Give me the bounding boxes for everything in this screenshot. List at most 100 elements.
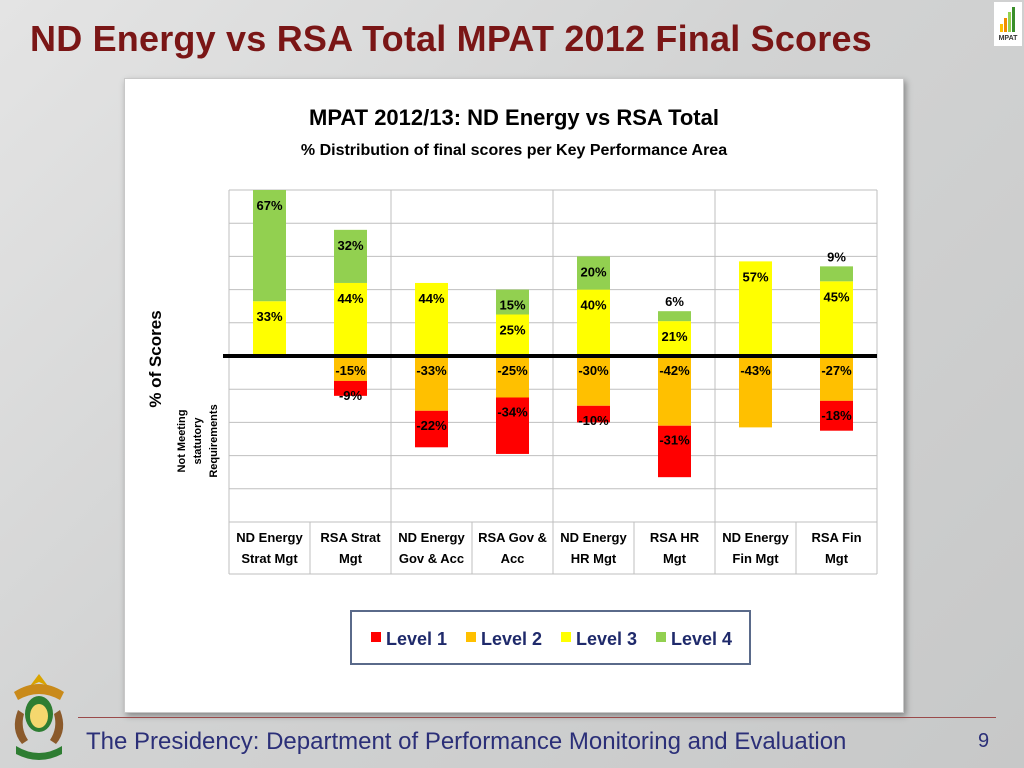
category-label: Strat Mgt [241,551,298,566]
bar-level2 [820,356,853,401]
bar-level1 [415,410,448,448]
data-label: 33% [256,309,282,324]
bar-level1 [496,397,529,454]
data-label: 44% [418,291,444,306]
data-label: 25% [499,323,525,338]
category-label: Acc [501,551,525,566]
bar-level2 [415,356,448,411]
bar-level3 [820,281,853,356]
legend-swatch [656,632,666,642]
bar-level1 [334,380,367,396]
data-label: -15% [335,363,366,378]
legend-box [350,610,751,665]
category-label: RSA HR [650,530,700,545]
legend: Level 1 Level 2 Level 3 Level 4 [350,610,751,665]
data-label: -22% [416,418,447,433]
bar-level4 [334,229,367,283]
mpat-logo-text: MPAT [999,35,1019,42]
category-label: ND Energy [236,530,303,545]
y-axis-sublabel-line: statutory [192,417,204,465]
bar-level4 [496,289,529,315]
bar-level1 [577,405,610,423]
bar-level2 [739,356,772,428]
bar-level2 [577,356,610,406]
bar-level4 [577,256,610,290]
data-labels-group: 33% 67% 44% 32% -15% -9% 44% -33% -22% 25% 15% -25%… [256,198,852,448]
data-label: -18% [821,408,852,423]
bar-level3 [739,261,772,356]
bar-chart: MPAT 2012/13: ND Energy vs RSA Total % D… [146,105,878,665]
category-label: Mgt [663,551,687,566]
bar-level4 [658,311,691,322]
y-axis-sublabel: Not Meeting statutory Requirements [176,404,220,477]
data-label: 15% [499,298,525,313]
grid-lines [228,189,878,574]
category-label: RSA Strat [320,530,381,545]
bar-level3 [334,282,367,356]
data-label: -9% [339,388,363,403]
footer-divider [78,717,996,718]
bar-level3 [577,289,610,356]
data-label: -42% [659,363,690,378]
bar-level4 [820,266,853,282]
chart-panel: MPAT 2012/13: ND Energy vs RSA Total % D… [124,78,904,713]
category-label: RSA Gov & [478,530,547,545]
legend-label: Level 1 [386,629,447,649]
legend-swatch [371,632,381,642]
y-axis-label: % of Scores [146,310,165,407]
category-label: Fin Mgt [732,551,779,566]
data-label: 40% [580,298,606,313]
legend-swatch [466,632,476,642]
bar-level1 [820,400,853,431]
bar-level3 [496,314,529,356]
category-axis: ND Energy Strat Mgt RSA Strat Mgt ND Energy G… [228,521,878,575]
data-label: -10% [578,413,609,428]
legend-swatch [561,632,571,642]
data-label: -34% [497,405,528,420]
data-label: -31% [659,433,690,448]
bar-level1 [658,425,691,478]
legend-label: Level 4 [671,629,732,649]
category-label: RSA Fin [811,530,861,545]
legend-label: Level 3 [576,629,637,649]
data-label: 21% [661,329,687,344]
chart-title: MPAT 2012/13: ND Energy vs RSA Total [309,105,719,130]
data-label: -25% [497,363,528,378]
bar-level2 [334,356,367,381]
data-label: 57% [742,269,768,284]
bars-group [223,190,877,478]
page-number: 9 [978,730,990,752]
data-label: 32% [337,238,363,253]
slide-title: ND Energy vs RSA Total MPAT 2012 Final S… [30,18,872,59]
bar-level3 [253,301,286,356]
y-axis-sublabel-line: Not Meeting [176,410,188,473]
data-label: 67% [256,198,282,213]
bar-level2 [658,356,691,426]
data-label: -43% [740,363,771,378]
bar-level4 [253,190,286,302]
category-label: HR Mgt [571,551,617,566]
category-label: ND Energy [560,530,627,545]
mpat-logo: MPAT [994,2,1022,46]
category-label: Mgt [339,551,363,566]
chart-subtitle: % Distribution of final scores per Key P… [301,142,727,159]
data-label: -33% [416,363,447,378]
legend-label: Level 2 [481,629,542,649]
data-label: 9% [827,249,846,264]
data-label: 20% [580,264,606,279]
bar-level3 [415,282,448,356]
category-label: ND Energy [398,530,465,545]
footer-text: The Presidency: Department of Performanc… [86,728,847,755]
data-label: -27% [821,363,852,378]
data-label: 44% [337,291,363,306]
category-label: Gov & Acc [399,551,464,566]
bar-level2 [496,356,529,398]
coat-of-arms-logo [14,674,64,760]
data-label: -30% [578,363,609,378]
category-label: Mgt [825,551,849,566]
category-label: ND Energy [722,530,789,545]
bar-level3 [658,321,691,356]
data-label: 6% [665,294,684,309]
data-label: 45% [823,289,849,304]
y-axis-sublabel-line: Requirements [208,404,220,477]
